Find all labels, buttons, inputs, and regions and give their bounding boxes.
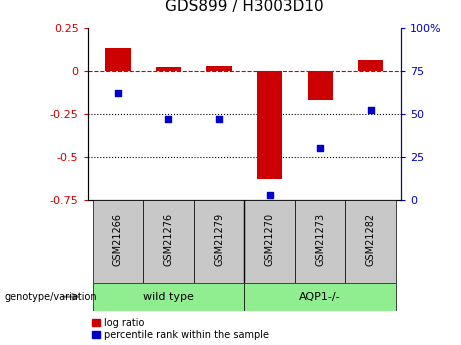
Point <box>165 116 172 122</box>
Text: GSM21282: GSM21282 <box>366 213 376 266</box>
Bar <box>105 48 130 71</box>
Text: GSM21279: GSM21279 <box>214 213 224 266</box>
Text: GSM21276: GSM21276 <box>164 213 173 266</box>
Text: GSM21266: GSM21266 <box>113 213 123 266</box>
Bar <box>244 283 396 310</box>
Bar <box>93 200 143 283</box>
Point <box>367 108 374 113</box>
Bar <box>93 283 244 310</box>
Bar <box>257 71 282 179</box>
Text: wild type: wild type <box>143 292 194 302</box>
Bar <box>307 71 333 100</box>
Text: genotype/variation: genotype/variation <box>5 292 97 302</box>
Bar <box>143 200 194 283</box>
Point <box>215 116 223 122</box>
Bar <box>156 67 181 71</box>
Text: GDS899 / H3003D10: GDS899 / H3003D10 <box>165 0 324 14</box>
Bar <box>194 200 244 283</box>
Point <box>114 90 122 96</box>
Point <box>266 192 273 198</box>
Bar <box>358 60 384 71</box>
Text: GSM21273: GSM21273 <box>315 213 325 266</box>
Bar <box>244 200 295 283</box>
Text: AQP1-/-: AQP1-/- <box>299 292 341 302</box>
Bar <box>345 200 396 283</box>
Point <box>317 146 324 151</box>
Text: GSM21270: GSM21270 <box>265 213 275 266</box>
Legend: log ratio, percentile rank within the sample: log ratio, percentile rank within the sa… <box>93 318 269 340</box>
Bar <box>207 66 232 71</box>
Bar <box>295 200 345 283</box>
